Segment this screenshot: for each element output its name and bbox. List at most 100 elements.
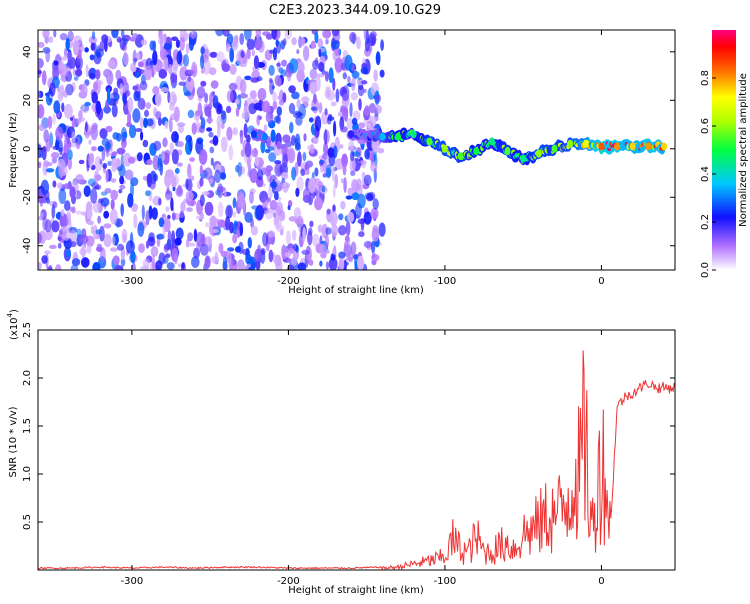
spectrogram-frame [37, 29, 676, 271]
noise-blob [52, 180, 57, 188]
noise-blob [178, 81, 186, 86]
ridge-anchor [567, 139, 574, 148]
noise-blob [146, 118, 154, 127]
noise-blob [261, 100, 271, 113]
noise-blob [70, 229, 77, 244]
noise-blob [254, 248, 262, 262]
noise-blob [308, 227, 313, 236]
noise-blob [78, 110, 83, 120]
noise-blob [110, 178, 117, 183]
noise-blob [310, 106, 318, 111]
noise-blob [52, 113, 56, 125]
noise-blob [130, 250, 136, 264]
noise-blob [80, 245, 86, 258]
noise-blob [210, 157, 214, 166]
snr-multiplier: (x104) [6, 309, 20, 340]
noise-blob [350, 150, 355, 162]
noise-blob [128, 124, 137, 139]
snr-xlabel: Height of straight line (km) [288, 585, 424, 596]
noise-blob [158, 217, 165, 228]
noise-blob [301, 249, 310, 255]
noise-blob [217, 183, 224, 199]
noise-blob [137, 68, 145, 75]
noise-blob [330, 101, 337, 107]
noise-blob [57, 236, 62, 242]
noise-blob [138, 61, 144, 68]
noise-blob [281, 143, 287, 156]
noise-blob [136, 152, 143, 162]
noise-blob [117, 166, 123, 171]
noise-blob [338, 251, 346, 259]
noise-blob [42, 217, 48, 231]
noise-blob [349, 102, 353, 118]
noise-blob [106, 87, 111, 104]
noise-blob [318, 48, 322, 58]
noise-blob [71, 258, 81, 267]
noise-blob [239, 93, 248, 99]
noise-blob [240, 50, 245, 59]
ridge-anchor [348, 130, 354, 139]
noise-blob [107, 60, 116, 69]
noise-blob [78, 159, 85, 165]
noise-blob [162, 137, 168, 148]
noise-blob [38, 232, 43, 244]
noise-blob [99, 158, 103, 165]
noise-blob [324, 108, 328, 116]
noise-blob [120, 30, 125, 38]
noise-blob [152, 50, 158, 66]
noise-blob [203, 167, 213, 180]
noise-blob [99, 128, 108, 139]
noise-blob [223, 190, 227, 198]
noise-blob [75, 68, 83, 77]
noise-blob [122, 94, 126, 103]
noise-blob [206, 117, 213, 124]
noise-blob [293, 243, 298, 252]
noise-blob [342, 162, 347, 176]
noise-blob [160, 87, 169, 93]
noise-blob [246, 259, 254, 265]
noise-blob [369, 31, 377, 38]
noise-blob [71, 131, 76, 144]
ridge-anchor [645, 142, 652, 151]
noise-blob [347, 249, 354, 263]
noise-blob [44, 250, 51, 255]
snr-marks [38, 350, 675, 570]
noise-blob [204, 105, 212, 117]
noise-blob [314, 197, 323, 211]
noise-blob [371, 228, 380, 242]
noise-blob [69, 142, 78, 148]
noise-blob [371, 251, 376, 259]
noise-blob [171, 36, 179, 42]
snr-series-line [38, 350, 675, 570]
noise-blob [178, 124, 184, 134]
noise-blob [183, 54, 189, 67]
noise-blob [50, 152, 60, 159]
noise-blob [188, 38, 194, 51]
noise-blob [38, 161, 42, 168]
noise-blob [377, 147, 385, 154]
noise-blob [173, 106, 180, 123]
noise-blob [276, 77, 282, 87]
noise-blob [344, 235, 350, 242]
noise-blob [300, 168, 306, 177]
noise-blob [176, 162, 183, 167]
noise-blob [216, 51, 225, 63]
noise-blob [344, 240, 349, 252]
noise-blob [334, 57, 344, 73]
noise-blob [103, 233, 112, 248]
ridge-anchor [504, 147, 511, 156]
noise-blob [135, 128, 143, 132]
noise-blob [111, 157, 118, 168]
noise-blob [296, 49, 300, 55]
noise-blob [309, 220, 314, 228]
noise-blob [317, 224, 323, 233]
noise-blob [132, 85, 139, 91]
noise-blob [185, 42, 190, 55]
noise-blob [341, 85, 350, 102]
noise-blob [327, 147, 335, 158]
y-tick-label: 40 [22, 45, 33, 58]
noise-blob [249, 191, 254, 204]
colorbar: 0.0 0.2 0.4 0.6 0.8 Normalized spectral ampl… [700, 30, 749, 278]
noise-blob [254, 156, 260, 167]
